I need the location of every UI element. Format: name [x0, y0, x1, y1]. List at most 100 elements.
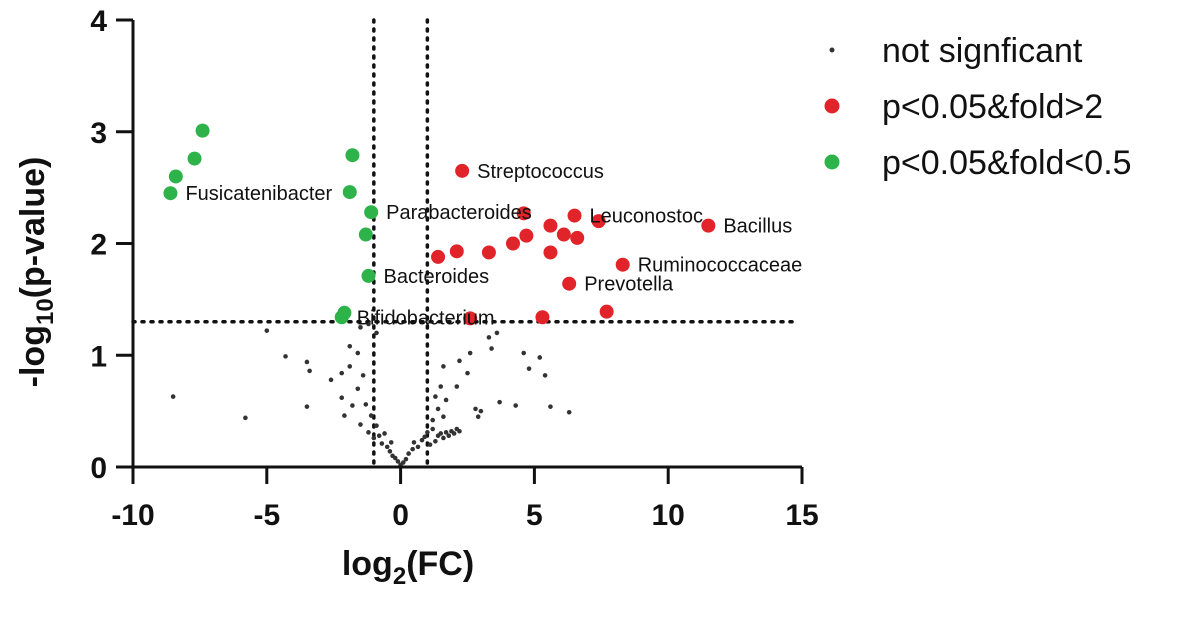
- point-down: [337, 305, 352, 320]
- svg-text:-log10(p-value): -log10(p-value): [14, 157, 59, 388]
- point-not-significant: [392, 455, 398, 461]
- point-up: [701, 218, 716, 233]
- point-not-significant: [350, 403, 355, 408]
- point-not-significant: [384, 444, 390, 450]
- point-not-significant: [465, 370, 470, 376]
- point-not-significant: [264, 328, 270, 333]
- point-down: [358, 227, 373, 242]
- y-axis-title-subscript: 10: [32, 298, 59, 325]
- point-up: [591, 214, 606, 229]
- point-not-significant: [411, 440, 417, 445]
- y-axis-title: -log10(p-value): [14, 157, 59, 388]
- point-not-significant: [355, 350, 361, 356]
- point-not-significant: [243, 415, 248, 421]
- annotation-label: Fusicatenibacter: [185, 183, 332, 205]
- point-up: [505, 236, 520, 251]
- point-not-significant: [443, 430, 449, 435]
- point-not-significant: [457, 428, 462, 434]
- point-not-significant: [355, 386, 361, 392]
- point-not-significant: [473, 406, 478, 412]
- point-not-significant: [494, 330, 500, 336]
- legend-label: p<0.05&fold<0.5: [882, 144, 1132, 182]
- x-tick-label: 5: [526, 499, 543, 532]
- significant-points: [163, 123, 716, 326]
- point-up: [567, 208, 582, 223]
- y-tick-label: 3: [90, 117, 107, 150]
- point-not-significant: [441, 435, 446, 441]
- point-not-significant: [566, 409, 572, 415]
- point-not-significant: [368, 413, 374, 418]
- y-tick-label: 0: [90, 452, 107, 485]
- x-axis-title-tail: (FC): [406, 545, 474, 583]
- y-tick-label: 2: [90, 229, 107, 262]
- point-not-significant: [478, 408, 484, 414]
- point-not-significant: [363, 402, 369, 407]
- point-not-significant: [410, 446, 415, 452]
- point-not-significant: [454, 384, 460, 389]
- legend-label: not signficant: [882, 32, 1083, 70]
- annotation-label: Parabacteroides: [386, 202, 532, 224]
- point-not-significant: [475, 414, 481, 420]
- annotation-label: Bifidobacterium: [357, 307, 495, 329]
- point-not-significant: [328, 377, 334, 383]
- point-not-significant: [170, 394, 176, 399]
- point-not-significant: [427, 442, 433, 447]
- x-tick-label: 10: [652, 499, 685, 532]
- point-not-significant: [422, 434, 427, 440]
- point-up: [570, 230, 585, 245]
- point-not-significant: [441, 364, 446, 369]
- point-not-significant: [548, 404, 553, 409]
- point-up: [455, 163, 470, 178]
- y-tick-label: 4: [90, 5, 107, 38]
- point-not-significant: [486, 335, 492, 340]
- point-not-significant: [425, 430, 430, 435]
- point-not-significant: [374, 423, 379, 428]
- annotations: Streptococcus Leuconostoc Bacillus Ruminoco…: [185, 161, 802, 329]
- annotation-label: Leuconostoc: [590, 206, 703, 228]
- x-tick-label: -5: [253, 499, 280, 532]
- point-not-significant: [283, 354, 288, 359]
- point-down: [345, 148, 360, 163]
- point-up: [543, 218, 558, 233]
- point-not-significant: [430, 426, 436, 432]
- point-not-significant: [406, 451, 411, 456]
- point-not-significant: [358, 422, 363, 427]
- point-up: [543, 245, 558, 260]
- annotation-label: Streptococcus: [477, 161, 604, 183]
- annotation-label: Bacillus: [723, 216, 792, 238]
- point-not-significant: [347, 344, 353, 349]
- point-not-significant: [438, 431, 444, 436]
- point-not-significant: [521, 350, 526, 356]
- point-not-significant: [388, 440, 394, 445]
- point-not-significant: [433, 438, 438, 444]
- point-not-significant: [537, 355, 543, 360]
- point-not-significant: [342, 413, 347, 418]
- point-down: [163, 186, 178, 201]
- legend-label: p<0.05&fold>2: [882, 88, 1103, 126]
- x-tick-label: 0: [392, 499, 409, 532]
- point-not-significant: [387, 449, 393, 454]
- axes: 0 1 2 3 4 -10 -5 0 5 10 15: [90, 5, 818, 532]
- x-axis-title-subscript: 2: [393, 563, 406, 590]
- point-up: [463, 311, 478, 326]
- point-not-significant: [513, 403, 518, 408]
- point-not-significant: [382, 431, 387, 436]
- point-up: [556, 227, 571, 242]
- point-up: [562, 276, 577, 291]
- legend-marker-not-significant: [829, 47, 835, 53]
- point-down: [168, 169, 183, 184]
- x-tick-label: -10: [111, 499, 154, 532]
- point-not-significant: [446, 433, 452, 439]
- point-not-significant: [441, 414, 446, 420]
- point-not-significant: [371, 435, 377, 441]
- annotation-label: Prevotella: [584, 274, 674, 296]
- not-significant-points: [170, 321, 572, 468]
- point-not-significant: [379, 441, 385, 446]
- y-tick-label: 1: [90, 340, 107, 373]
- legend: not signficant p<0.05&fold>2 p<0.05&fold<0…: [824, 32, 1132, 182]
- x-axis-title-main: log: [342, 545, 393, 583]
- point-not-significant: [360, 373, 366, 378]
- point-not-significant: [435, 406, 441, 412]
- x-tick-label: 15: [785, 499, 818, 532]
